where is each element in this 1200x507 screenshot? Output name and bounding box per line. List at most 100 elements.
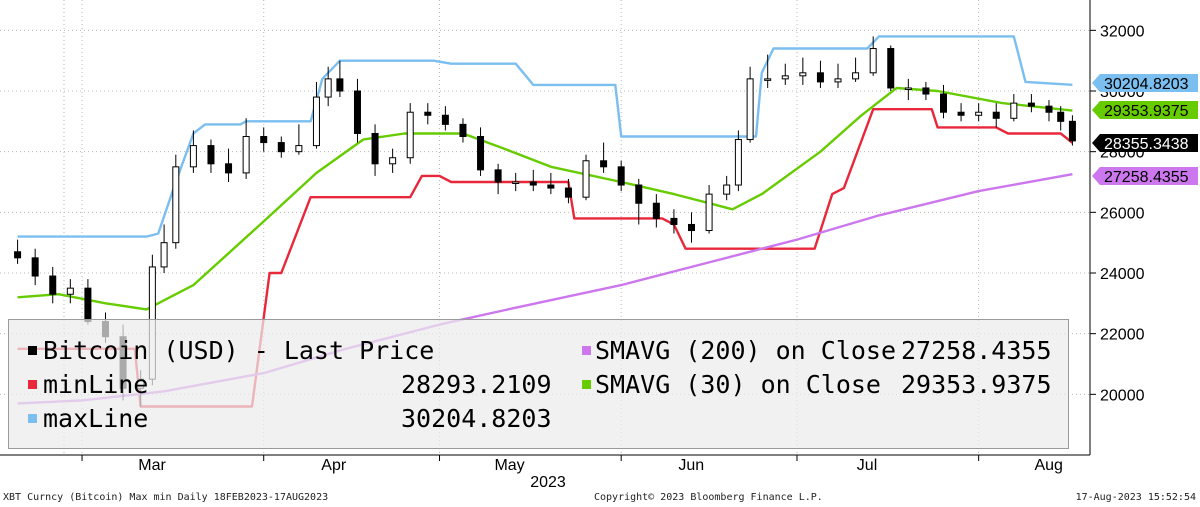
candle-body bbox=[406, 111, 414, 159]
candle-body bbox=[14, 251, 22, 259]
legend-swatch-sma30 bbox=[582, 380, 591, 389]
value-label: 27258.4355 bbox=[1092, 167, 1198, 186]
footer-copyright: Copyright© 2023 Bloomberg Finance L.P. bbox=[594, 492, 823, 503]
candle-body bbox=[277, 142, 285, 153]
candle-body bbox=[31, 257, 39, 277]
legend-swatch-price bbox=[28, 346, 37, 355]
candle-body bbox=[1010, 102, 1018, 119]
candle-body bbox=[324, 78, 332, 98]
candle-body bbox=[564, 187, 572, 198]
candle-body bbox=[869, 48, 877, 74]
candle-body bbox=[494, 169, 502, 183]
candle-body bbox=[312, 96, 320, 147]
candle-body bbox=[172, 166, 180, 244]
y-tick-label: 32000 bbox=[1100, 23, 1145, 40]
value-label-text: 29353.9375 bbox=[1104, 103, 1189, 120]
candle-body bbox=[295, 145, 303, 153]
candle-body bbox=[781, 75, 789, 80]
y-tick-label: 24000 bbox=[1100, 266, 1145, 283]
y-tick-label: 20000 bbox=[1100, 387, 1145, 404]
candle-body bbox=[834, 78, 842, 83]
candle-body bbox=[512, 181, 520, 184]
candle-body bbox=[84, 287, 92, 323]
candle-body bbox=[992, 111, 1000, 119]
legend-label-sma200: SMAVG (200) on Close bbox=[595, 336, 897, 365]
candle-body bbox=[887, 48, 895, 89]
candle-body bbox=[939, 93, 947, 113]
x-tick-label: Apr bbox=[321, 457, 347, 474]
candle-body bbox=[688, 223, 696, 232]
value-label: 30204.8203 bbox=[1092, 74, 1198, 93]
value-label: 29353.9375 bbox=[1092, 101, 1198, 120]
candle-body bbox=[189, 145, 197, 168]
candle-body bbox=[582, 160, 590, 198]
x-tick-label: Jul bbox=[857, 457, 877, 474]
candle-body bbox=[723, 184, 731, 195]
legend-value-minline: 28293.2109 bbox=[401, 370, 552, 399]
candle-body bbox=[242, 136, 250, 174]
candle-body bbox=[260, 136, 268, 144]
x-tick-label: May bbox=[494, 457, 524, 474]
candle-body bbox=[1027, 102, 1035, 107]
value-label-text: 28355.3438 bbox=[1104, 136, 1189, 153]
legend-value-sma30: 29353.9375 bbox=[901, 370, 1052, 399]
candle-body bbox=[389, 157, 397, 165]
candle-body bbox=[652, 202, 660, 219]
candle-body bbox=[477, 136, 485, 171]
value-label-box bbox=[1092, 74, 1198, 92]
x-tick-label: Aug bbox=[1034, 457, 1062, 474]
candle-body bbox=[160, 242, 168, 268]
value-label-box bbox=[1092, 134, 1198, 152]
candle-body bbox=[336, 78, 344, 92]
candle-body bbox=[816, 72, 824, 83]
candle-body bbox=[600, 160, 608, 168]
candle-body bbox=[207, 145, 215, 165]
candle-body bbox=[670, 217, 678, 225]
candle-body bbox=[1045, 105, 1053, 113]
value-label-box bbox=[1092, 101, 1198, 119]
candle-body bbox=[922, 87, 930, 95]
candle-body bbox=[1068, 120, 1076, 142]
footer-timestamp: 17-Aug-2023 15:52:54 bbox=[1075, 492, 1196, 503]
x-year-label: 2023 bbox=[530, 474, 566, 491]
legend-swatch-sma200 bbox=[582, 346, 591, 355]
candle-body bbox=[764, 78, 772, 81]
candle-body bbox=[424, 111, 432, 116]
candle-body bbox=[799, 72, 807, 77]
legend-box: Bitcoin (USD) - Last Price minLine 28293… bbox=[8, 319, 1069, 449]
legend-label-sma30: SMAVG (30) on Close bbox=[595, 370, 881, 399]
candle-body bbox=[49, 275, 57, 295]
legend-label-price: Bitcoin (USD) - Last Price bbox=[43, 336, 435, 365]
candle-body bbox=[547, 184, 555, 189]
candle-body bbox=[957, 111, 965, 116]
candle-body bbox=[975, 111, 983, 116]
candle-body bbox=[225, 163, 233, 174]
x-tick-label: Jun bbox=[678, 457, 704, 474]
candle-body bbox=[66, 287, 74, 295]
value-label-text: 30204.8203 bbox=[1104, 76, 1189, 93]
candle-body bbox=[353, 90, 361, 134]
candle-body bbox=[746, 78, 754, 141]
y-tick-label: 26000 bbox=[1100, 205, 1145, 222]
legend-swatch-minline bbox=[28, 380, 37, 389]
series-line-minline bbox=[17, 108, 1074, 408]
value-label-text: 27258.4355 bbox=[1104, 169, 1189, 186]
candle-body bbox=[734, 139, 742, 186]
candle-body bbox=[705, 193, 713, 232]
legend-value-maxline: 30204.8203 bbox=[401, 404, 552, 433]
candle-body bbox=[371, 132, 379, 165]
candle-body bbox=[852, 72, 860, 80]
footer-security-info: XBT Curncy (Bitcoin) Max min Daily 18FEB… bbox=[3, 492, 329, 503]
candle-body bbox=[1057, 111, 1065, 122]
candle-body bbox=[441, 114, 449, 125]
candle-body bbox=[635, 184, 643, 204]
legend-swatch-maxline bbox=[28, 414, 37, 423]
series-line-smavg-30-on-close bbox=[17, 86, 1073, 311]
legend-value-sma200: 27258.4355 bbox=[901, 336, 1052, 365]
y-tick-label: 22000 bbox=[1100, 327, 1145, 344]
candle-body bbox=[617, 166, 625, 186]
candle-body bbox=[529, 181, 537, 186]
candle-body bbox=[904, 87, 912, 90]
